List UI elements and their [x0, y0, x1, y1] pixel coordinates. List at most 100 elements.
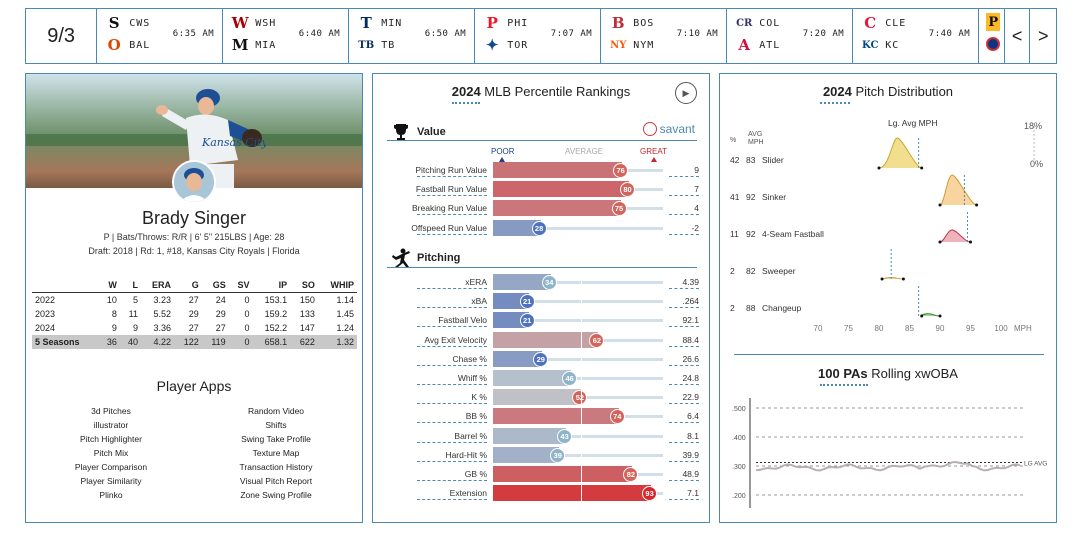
player-app-link[interactable]: Shifts	[265, 420, 287, 430]
percentile-rankings-panel: 2024 MLB Percentile Rankings ▶ Value sav…	[372, 73, 710, 523]
game-tile[interactable]: S CWS O BAL 6:35 AM	[97, 9, 224, 63]
percentile-row[interactable]: Hard-Hit % 39 39.9	[373, 446, 709, 463]
metric-label: K %	[471, 392, 487, 403]
game-tile[interactable]: CR COL A ATL 7:20 AM	[727, 9, 854, 63]
percentile-row[interactable]: K % 52 22.9	[373, 389, 709, 406]
stats-cell: 29	[188, 309, 199, 319]
player-app-link[interactable]: Pitch Highlighter	[80, 434, 142, 444]
home-team-abbr: BAL	[129, 39, 151, 51]
y-tick-label: .200	[732, 493, 746, 500]
player-app-link[interactable]: 3d Pitches	[91, 406, 131, 416]
pitch-name: Sweeper	[762, 266, 796, 276]
percentile-row[interactable]: Extension 93 7.1	[373, 485, 709, 502]
player-app-link[interactable]: Random Video	[247, 406, 305, 416]
stats-cell: 11	[128, 309, 139, 319]
percentile-row[interactable]: BB % 74 6.4	[373, 408, 709, 425]
metric-value: 4	[694, 203, 699, 214]
density-endpoint	[877, 166, 881, 170]
player-app-link[interactable]: Swing Take Profile	[241, 434, 311, 444]
player-apps-list-right: Random Video Shifts Swing Take Profile Text…	[206, 404, 346, 502]
percentile-bar	[493, 350, 543, 367]
percentile-row[interactable]: Breaking Run Value 75 4	[373, 200, 709, 217]
percentile-row[interactable]: Chase % 29 26.6	[373, 350, 709, 367]
pitch-type-row[interactable]: 2 82 Sweeper	[730, 266, 796, 276]
percentile-row[interactable]: GB % 82 48.9	[373, 466, 709, 482]
player-app-link[interactable]: Visual Pitch Report	[239, 476, 313, 486]
percentile-bubble: 21	[519, 313, 535, 329]
away-team-logo-icon: P	[486, 14, 498, 32]
metric-label: GB %	[464, 469, 487, 479]
percentile-row[interactable]: Pitching Run Value 76 9	[373, 162, 709, 178]
scale-great-label: GREAT	[640, 147, 667, 156]
stats-cell: 1.24	[336, 323, 354, 333]
game-time: 7:20 AM	[802, 29, 845, 39]
pitch-name: 4-Seam Fastball	[762, 229, 824, 239]
baseball-icon	[642, 122, 657, 136]
pitch-type-row[interactable]: 41 92 Sinker	[730, 192, 786, 202]
stats-cell: 153.1	[264, 295, 288, 305]
play-animation-button[interactable]: ▶	[675, 82, 697, 104]
pitch-name: Slider	[762, 155, 784, 165]
percentile-row[interactable]: Fastball Run Value 80 7	[373, 181, 709, 198]
pitch-name: Sinker	[762, 192, 787, 202]
player-app-link[interactable]: Zone Swing Profile	[240, 490, 312, 500]
percentile-row[interactable]: Offspeed Run Value 28 -2	[373, 219, 709, 236]
next-games-button[interactable]: >	[1037, 25, 1049, 46]
metric-label: Fastball Run Value	[415, 184, 487, 195]
game-tile[interactable]: C CLE KC KC 7:40 AM	[853, 9, 980, 63]
percentile-track	[493, 319, 663, 323]
stats-cell: 36	[98, 335, 120, 349]
pitch-pct: 42	[730, 155, 740, 165]
trophy-icon	[394, 124, 408, 141]
pitch-type-row[interactable]: 11 92 4-Seam Fastball	[730, 229, 824, 239]
game-tile[interactable]: T MIN TB TB 6:50 AM	[349, 9, 476, 63]
metric-value: 48.9	[682, 469, 699, 479]
x-tick-label: 100	[994, 324, 1008, 333]
game-tile[interactable]: P PHI ✦ TOR 7:07 AM	[475, 9, 602, 63]
percentile-bubble: 80	[620, 182, 635, 198]
pitch-avg-mph: 92	[746, 229, 756, 239]
more-games-logos[interactable]: P	[979, 9, 1005, 63]
player-app-link[interactable]: Plinko	[99, 490, 123, 500]
game-tile[interactable]: W WSH M MIA 6:40 AM	[223, 9, 350, 63]
percentile-row[interactable]: xBA 21 .264	[373, 293, 709, 310]
stats-cell: 40	[119, 335, 142, 349]
percentile-bubble: 21	[519, 294, 535, 310]
percentile-track	[493, 281, 663, 284]
stats-column-header: GS	[201, 278, 229, 293]
pitch-type-row[interactable]: 42 83 Slider	[730, 155, 784, 165]
player-app-link[interactable]: illustrator	[93, 420, 129, 430]
home-team-abbr: MIA	[255, 39, 277, 51]
percentile-bubble: 62	[589, 332, 605, 348]
metric-value: 39.9	[682, 449, 699, 460]
pitch-type-row[interactable]: 2 88 Changeup	[730, 303, 801, 313]
game-tile[interactable]: B BOS NY NYM 7:10 AM	[601, 9, 728, 63]
player-app-link[interactable]: Player Comparison	[74, 462, 148, 472]
metric-value: 26.6	[682, 353, 699, 364]
home-team-logo-icon: KC	[862, 39, 879, 51]
percentile-row[interactable]: Avg Exit Velocity 62 88.4	[373, 331, 709, 348]
percentile-row[interactable]: Fastball Velo 21 92.1	[373, 312, 709, 329]
player-app-link[interactable]: Texture Map	[252, 448, 300, 458]
stats-column-header	[32, 278, 99, 293]
percentile-row[interactable]: Whiff % 46 24.8	[373, 370, 709, 386]
player-headshot-avatar	[172, 160, 216, 204]
prev-games-button[interactable]: <	[1005, 9, 1031, 63]
away-team-abbr: WSH	[255, 17, 277, 29]
metric-label: xBA	[471, 296, 487, 307]
pitch-density-curve	[878, 137, 922, 169]
percentile-row[interactable]: xERA 34 4.39	[373, 274, 709, 290]
player-app-link[interactable]: Pitch Mix	[93, 448, 129, 458]
player-app-link[interactable]: Player Similarity	[80, 476, 142, 486]
stats-cell: 5 Seasons	[32, 335, 99, 349]
away-team-abbr: BOS	[633, 17, 655, 29]
percentile-bar	[493, 274, 551, 290]
game-time: 7:10 AM	[676, 29, 719, 39]
stats-cell: 0	[228, 335, 253, 349]
percentile-track	[493, 300, 663, 304]
percentile-row[interactable]: Barrel % 43 8.1	[373, 427, 709, 444]
stats-column-header: IP	[252, 278, 291, 293]
player-app-link[interactable]: Transaction History	[239, 462, 313, 472]
pitch-avg-mph: 82	[746, 266, 756, 276]
y-tick-label: .300	[732, 464, 746, 471]
